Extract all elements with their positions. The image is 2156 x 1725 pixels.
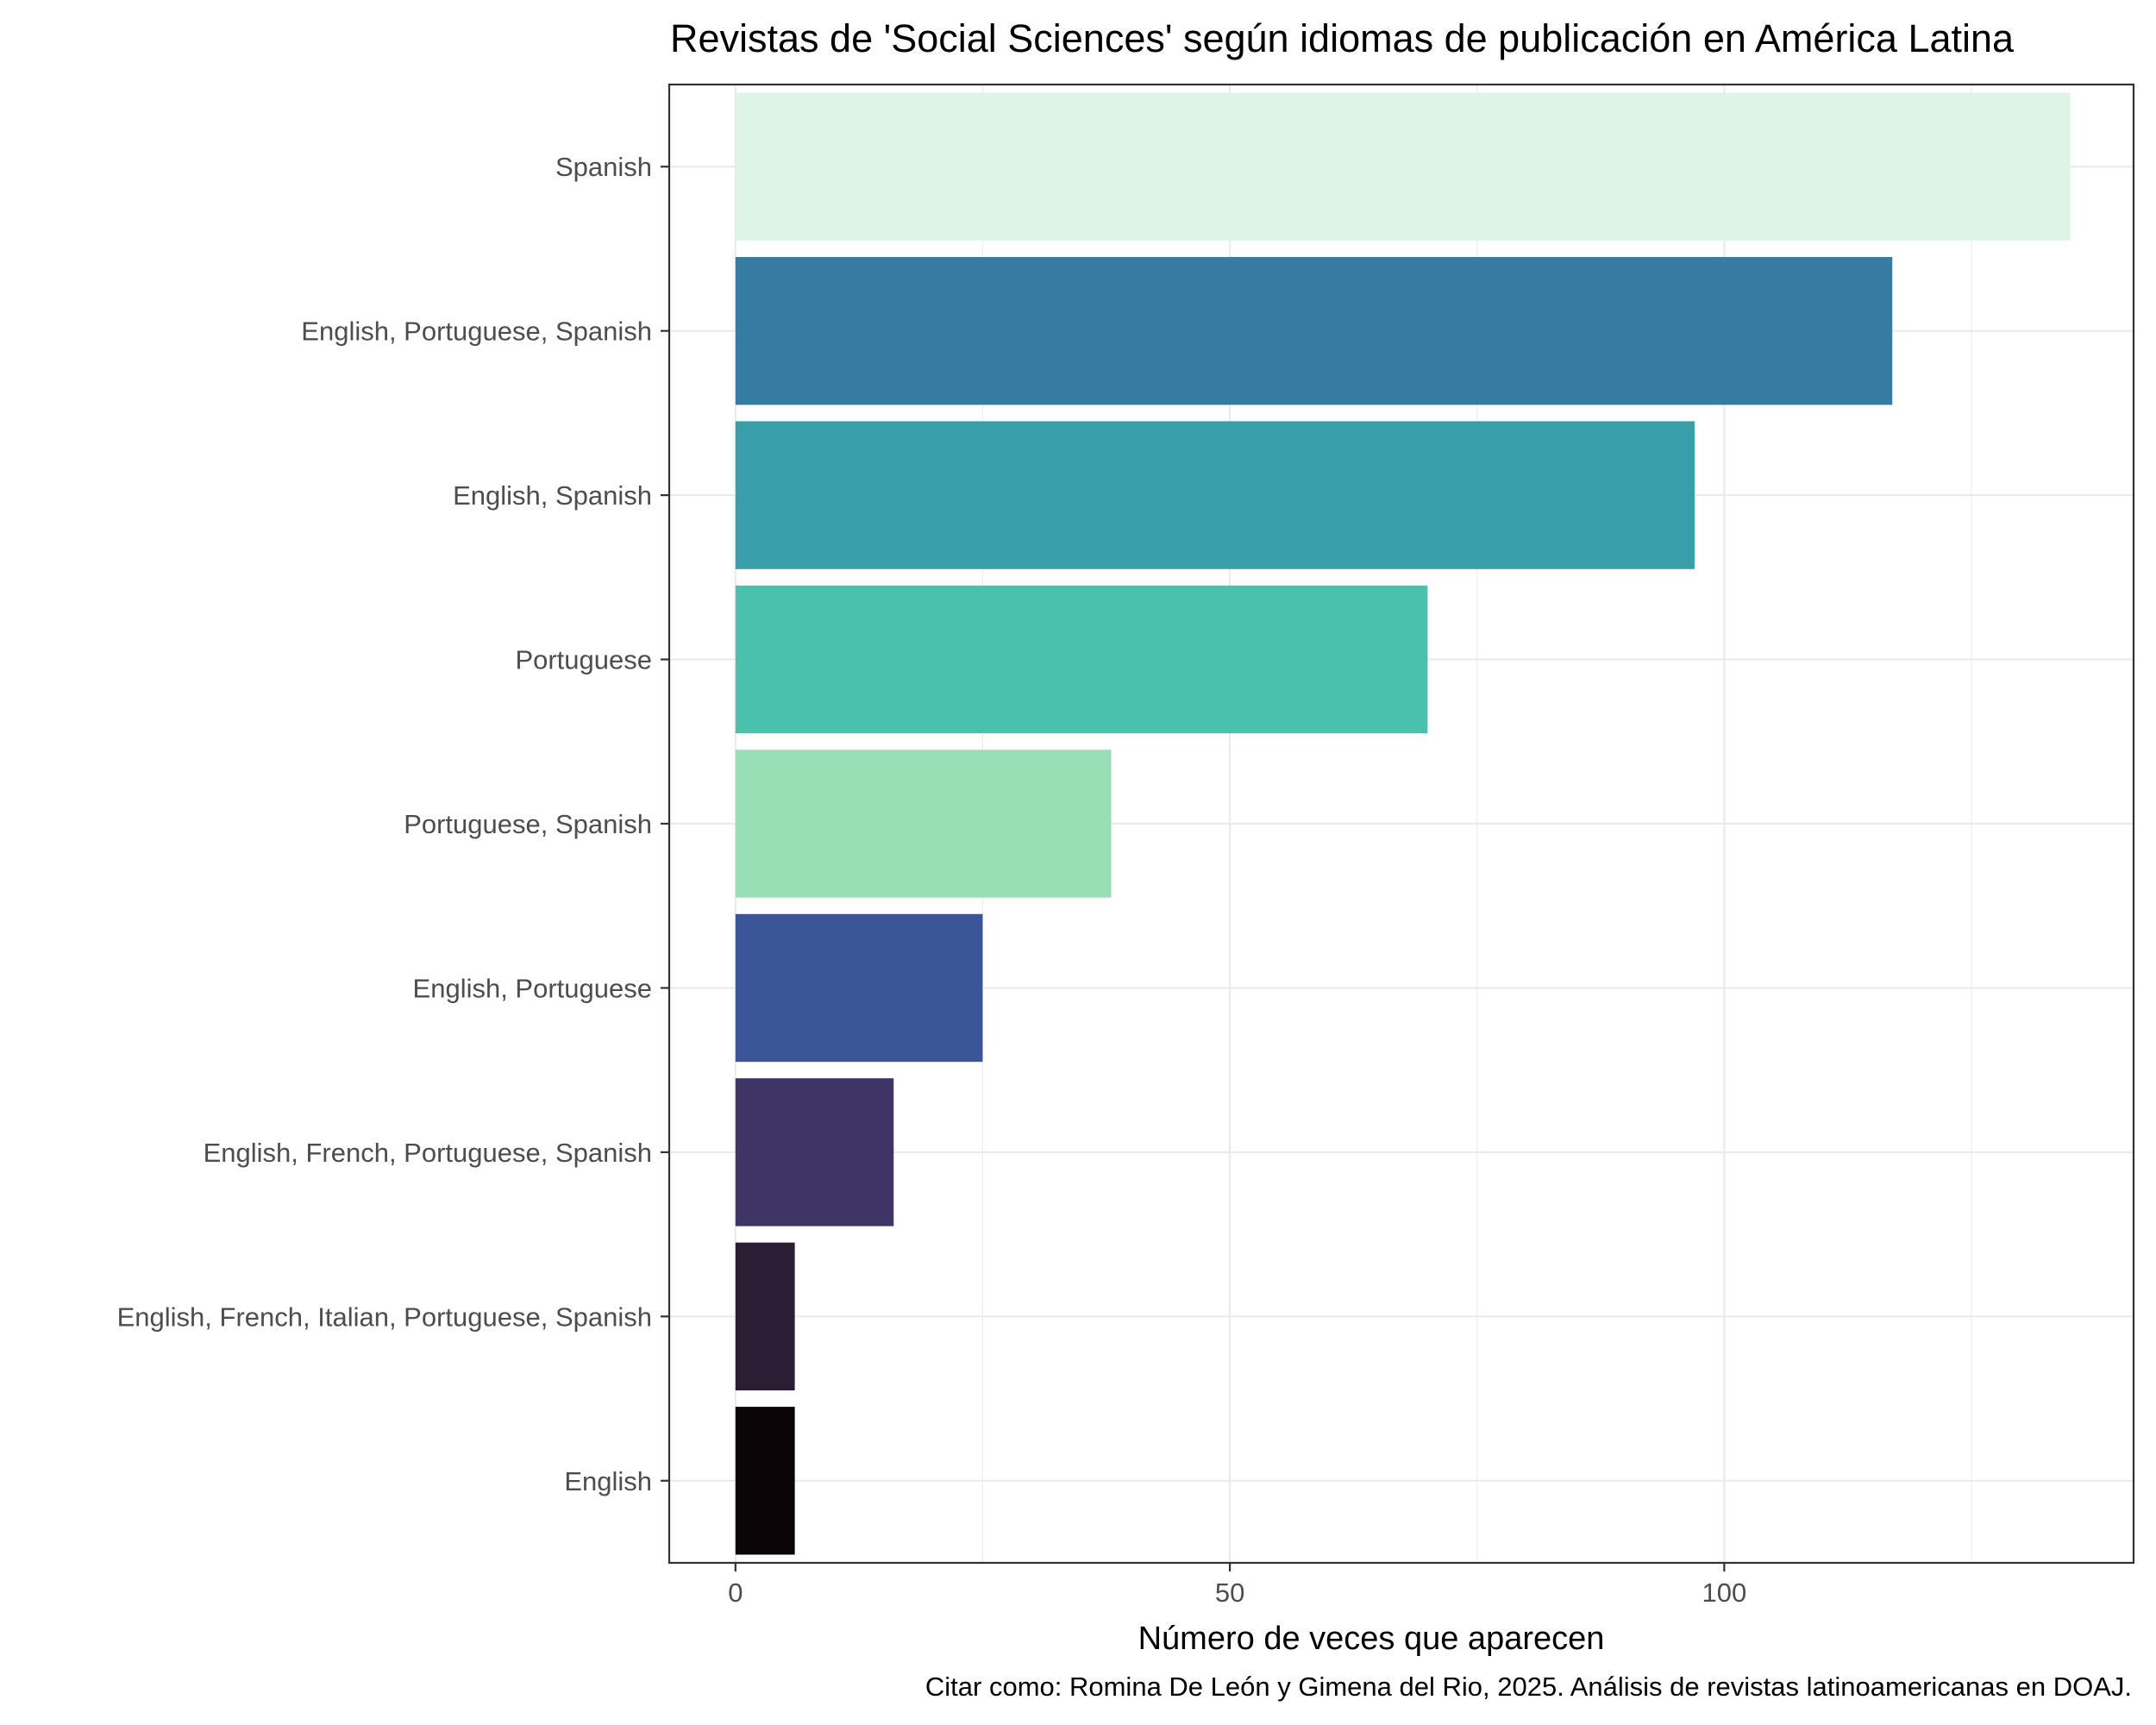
chart-title: Revistas de 'Social Sciences' según idio… — [670, 16, 2015, 60]
y-tick-label: English, Portuguese — [413, 973, 652, 1003]
bar-english — [735, 1407, 795, 1555]
y-tick-label: English, French, Portuguese, Spanish — [204, 1138, 652, 1168]
y-tick-label: English, Portuguese, Spanish — [301, 317, 652, 347]
y-tick-label: Portuguese, Spanish — [404, 809, 652, 839]
bars — [735, 92, 2071, 1555]
bar-english-portuguese — [735, 913, 983, 1063]
y-axis: Spanish English, Portuguese, Spanish Engli… — [117, 152, 669, 1496]
x-tick-label: 100 — [1702, 1578, 1746, 1608]
y-tick-label: Portuguese — [515, 645, 652, 675]
y-tick-label: English — [564, 1466, 652, 1496]
y-tick-label: English, French, Italian, Portuguese, Sp… — [117, 1302, 652, 1332]
y-tick-label: Spanish — [555, 152, 652, 182]
bar-portuguese — [735, 585, 1428, 734]
bar-portuguese-spanish — [735, 750, 1112, 898]
bar-english-portuguese-spanish — [735, 256, 1893, 405]
y-tick-label: English, Spanish — [453, 480, 652, 511]
bar-english-spanish — [735, 421, 1695, 569]
x-axis-title: Número de veces que aparecen — [1138, 1621, 1605, 1657]
x-tick-label: 0 — [728, 1578, 743, 1608]
bar-english-french-portuguese-spanish — [735, 1078, 894, 1226]
x-tick-label: 50 — [1215, 1578, 1244, 1608]
chart-caption: Citar como: Romina De León y Gimena del … — [925, 1672, 2132, 1702]
bar-english-french-italian-portuguese-spanish — [735, 1242, 795, 1391]
x-axis: 0 50 100 — [728, 1563, 1746, 1608]
bar-spanish — [735, 92, 2071, 241]
